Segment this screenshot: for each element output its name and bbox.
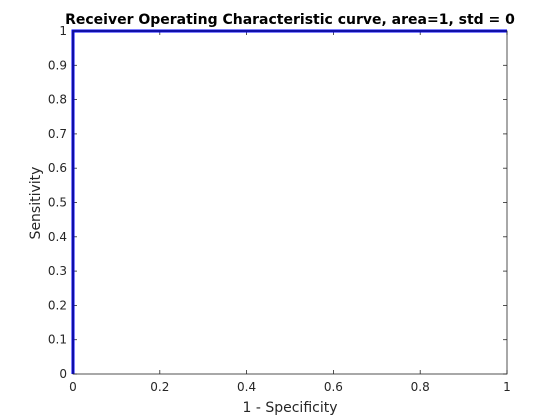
y-tick-label: 0.6 [48,161,67,175]
plot-area [73,31,507,374]
x-tick-label: 0.4 [237,380,256,394]
x-axis-label: 1 - Specificity [242,400,337,416]
y-tick-label: 1 [59,24,67,38]
y-tick-label: 0.5 [48,196,67,210]
x-tick-label: 0.8 [411,380,430,394]
x-tick-label: 0.6 [324,380,343,394]
x-tick-label: 0.2 [150,380,169,394]
y-axis-label: Sensitivity [28,167,44,240]
y-tick-label: 0 [59,367,67,381]
y-tick-label: 0.8 [48,93,67,107]
x-tick-label: 0 [69,380,77,394]
y-tick-label: 0.7 [48,127,67,141]
y-tick-label: 0.3 [48,264,67,278]
y-tick-label: 0.1 [48,333,67,347]
y-tick-label: 0.4 [48,230,67,244]
x-tick-label: 1 [503,380,511,394]
axes-box [72,30,508,375]
y-tick-label: 0.2 [48,298,67,312]
chart-title: Receiver Operating Characteristic curve,… [65,12,515,28]
y-tick-label: 0.9 [48,58,67,72]
x-axis-ticks: 0 0.2 0.4 0.6 0.8 1 [69,31,511,394]
